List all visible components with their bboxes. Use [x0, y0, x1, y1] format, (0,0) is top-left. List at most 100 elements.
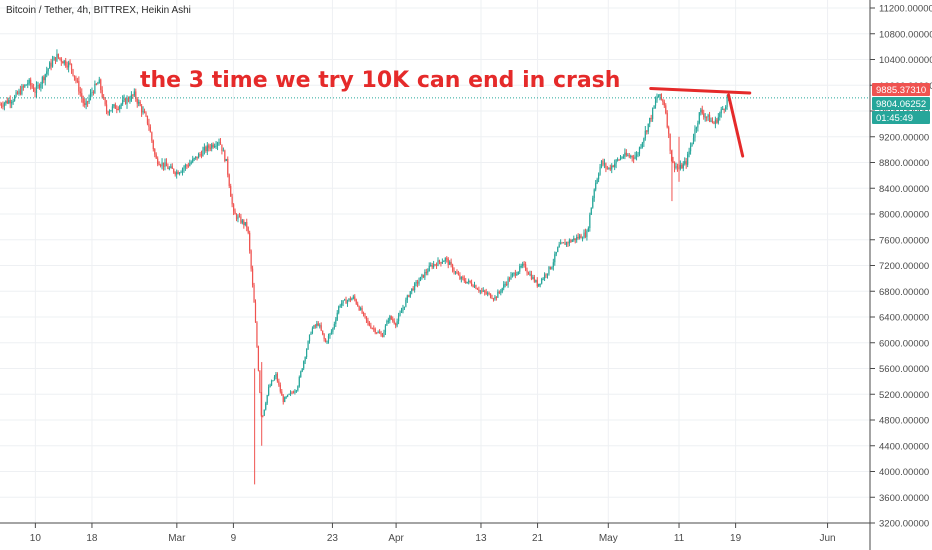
candle-body: [30, 79, 32, 86]
x-axis[interactable]: 10 18 Mar 9 23 Apr 13 21 May 11 19 Jun: [30, 523, 836, 544]
candle-body: [397, 315, 400, 322]
candle-body: [243, 220, 245, 225]
candle-body: [154, 149, 156, 155]
x-tick-label: Mar: [168, 533, 186, 544]
candle-body: [50, 62, 52, 67]
candle-body: [335, 319, 337, 324]
trend-line[interactable]: [649, 86, 752, 95]
candle-body: [193, 158, 195, 160]
candle-body: [507, 278, 509, 285]
candle-body: [520, 266, 522, 268]
candle-body: [143, 110, 146, 114]
candle-body: [456, 271, 458, 274]
candle-body: [720, 109, 722, 114]
candle-body: [294, 391, 296, 393]
y-tick-label: 5200.00000: [879, 390, 929, 401]
candle-body: [570, 240, 572, 242]
candle-body: [292, 392, 295, 394]
candle-body: [697, 122, 699, 128]
candle-body: [346, 300, 349, 304]
candle-body: [336, 312, 338, 320]
candle-body: [324, 338, 327, 343]
candle-body: [190, 162, 192, 164]
candle-body: [73, 75, 76, 78]
candle-body: [298, 377, 300, 387]
candle-body: [542, 278, 544, 280]
candle-body: [716, 119, 718, 123]
candle-body: [158, 164, 160, 166]
candle-body: [373, 328, 375, 330]
candle-body: [322, 330, 324, 335]
candle-body: [533, 276, 535, 282]
candle-body: [590, 207, 592, 215]
candle-body: [235, 214, 238, 220]
candle-body: [654, 100, 657, 106]
candle-body: [682, 163, 684, 169]
candle-body: [263, 409, 265, 416]
candle-body: [269, 385, 271, 388]
candle-body: [476, 288, 479, 290]
candle-body: [84, 103, 86, 106]
candle-body: [49, 62, 51, 69]
candle-body: [376, 332, 378, 334]
candle-body: [565, 242, 568, 245]
candle-body: [389, 316, 391, 321]
candle-body: [138, 101, 140, 104]
candle-body: [437, 260, 439, 266]
candle-body: [605, 163, 607, 168]
candle-body: [539, 283, 541, 285]
candle-body: [419, 276, 422, 281]
candle-body: [133, 91, 135, 96]
candle-body: [707, 114, 709, 117]
candle-body: [438, 260, 441, 263]
candle-body: [149, 126, 151, 133]
candle-body: [597, 174, 600, 180]
candle-body: [180, 171, 182, 173]
price-tag: [872, 111, 930, 124]
candle-body: [611, 165, 613, 170]
candle-body: [545, 274, 547, 276]
y-axis[interactable]: 11200.0000010800.0000010400.0000010000.0…: [870, 4, 932, 530]
candle-body: [19, 90, 22, 95]
candle-body: [360, 308, 362, 311]
candle-body: [219, 141, 222, 145]
candle-body: [63, 60, 65, 64]
candle-body: [478, 289, 480, 291]
trend-line[interactable]: [727, 93, 745, 158]
candle-body: [527, 272, 530, 275]
x-tick-label: May: [599, 533, 618, 544]
candle-body: [354, 296, 356, 300]
candle-body: [310, 332, 312, 335]
candle-body: [643, 138, 645, 143]
candle-body: [640, 147, 642, 149]
candle-body: [173, 168, 175, 173]
candle-body: [656, 97, 658, 101]
candle-body: [98, 79, 100, 84]
candle-body: [666, 113, 668, 128]
candle-body: [595, 183, 597, 190]
candle-body: [433, 264, 435, 268]
candle-body: [663, 101, 665, 106]
candle-body: [275, 374, 277, 377]
candle-body: [503, 284, 505, 289]
candle-body: [57, 53, 59, 58]
candle-body: [78, 80, 80, 92]
candle-body: [9, 100, 11, 104]
candle-body: [681, 164, 683, 169]
candle-body: [415, 281, 417, 284]
candle-body: [599, 166, 601, 175]
candle-body: [345, 299, 347, 304]
candle-body: [479, 290, 481, 292]
candle-body: [548, 266, 550, 274]
candle-body: [622, 156, 625, 158]
candle-body: [660, 94, 662, 100]
candle-body: [365, 316, 368, 321]
candle-body: [383, 331, 385, 337]
candle-body: [305, 349, 308, 358]
candle-body: [165, 162, 168, 167]
candle-body: [581, 238, 584, 240]
candle-body: [221, 144, 223, 151]
candle-body: [579, 235, 581, 239]
candle-body: [122, 100, 124, 104]
